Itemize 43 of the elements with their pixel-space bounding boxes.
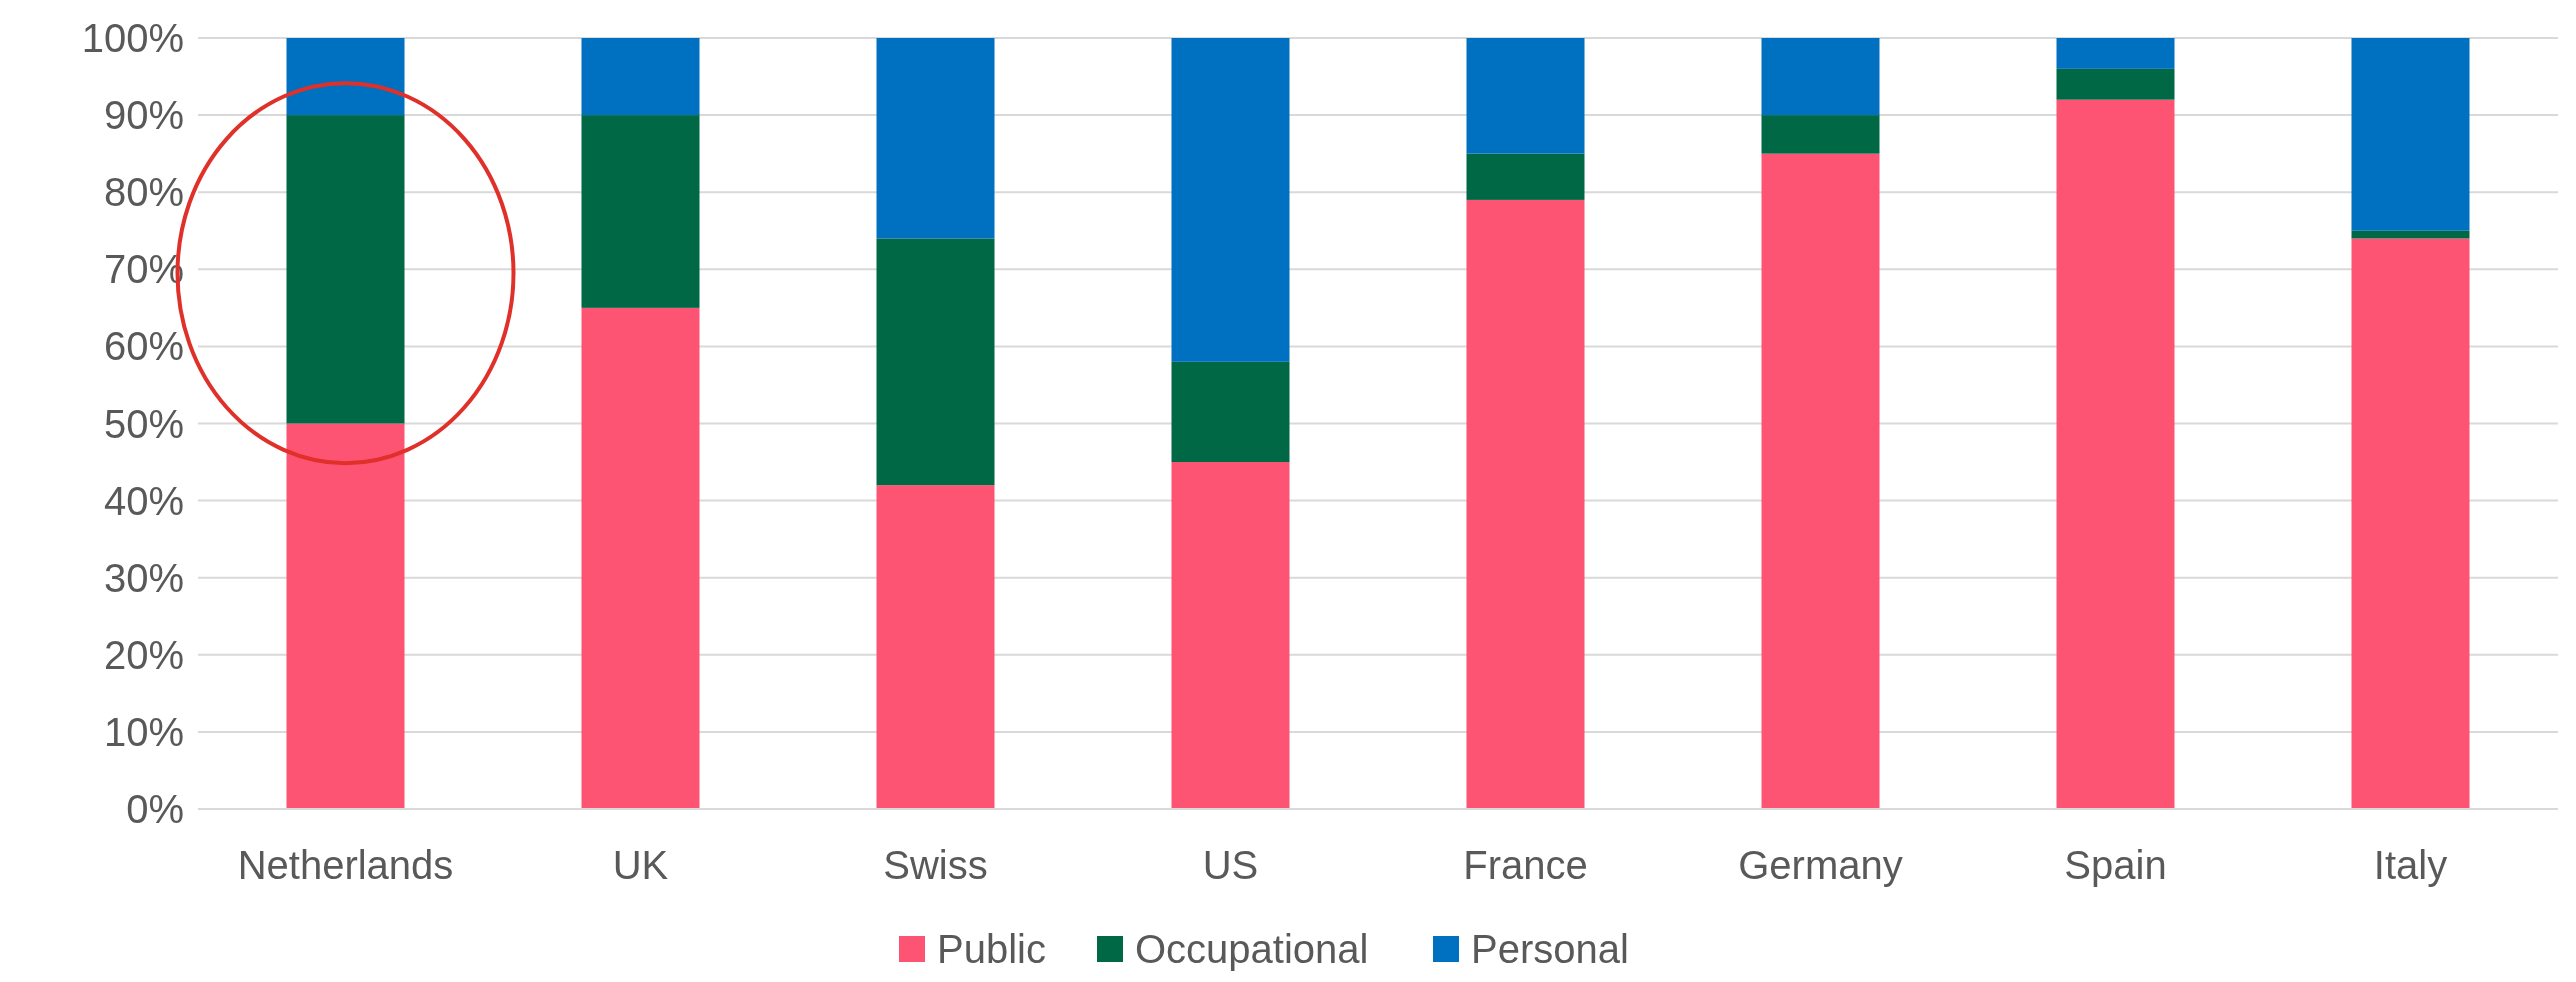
- bar: [2056, 99, 2175, 809]
- bar: [581, 115, 700, 308]
- bar: [1761, 38, 1880, 116]
- y-tick-label: 40%: [103, 478, 184, 523]
- bar: [1761, 115, 1880, 154]
- x-tick-label: Italy: [2373, 843, 2448, 887]
- y-tick-label: 90%: [103, 93, 184, 138]
- legend-label: Public: [937, 927, 1046, 971]
- legend-label: Personal: [1471, 927, 1629, 971]
- bar: [876, 485, 995, 809]
- bar: [2056, 38, 2175, 69]
- x-tick-label: Swiss: [883, 843, 988, 887]
- x-tick-label: UK: [612, 843, 669, 887]
- legend-label: Occupational: [1135, 927, 1369, 971]
- y-tick-label: 20%: [103, 632, 184, 677]
- bar: [876, 38, 995, 239]
- bar: [1761, 153, 1880, 809]
- bar: [1171, 361, 1290, 463]
- y-tick-label: 0%: [126, 787, 184, 831]
- y-tick-label: 50%: [103, 401, 184, 446]
- bar: [2056, 68, 2175, 100]
- y-tick-label: 30%: [103, 555, 184, 600]
- bar: [1466, 153, 1585, 200]
- y-tick-label: 80%: [103, 170, 184, 215]
- bar: [1171, 38, 1290, 362]
- bar: [1466, 199, 1585, 809]
- x-tick-label: France: [1463, 843, 1588, 887]
- bar: [581, 307, 700, 809]
- y-tick-label: 100%: [81, 16, 184, 60]
- x-tick-label: Germany: [1738, 843, 1903, 887]
- y-tick-label: 10%: [103, 709, 184, 754]
- x-tick-label: Netherlands: [237, 843, 454, 887]
- bar: [1171, 462, 1290, 809]
- bar: [1466, 38, 1585, 154]
- y-tick-label: 60%: [103, 324, 184, 369]
- bar: [581, 38, 700, 116]
- bar: [876, 238, 995, 486]
- bar: [2351, 238, 2470, 809]
- bar: [286, 38, 405, 116]
- bar: [2351, 230, 2470, 239]
- bar: [2351, 38, 2470, 231]
- x-tick-label: Spain: [2064, 843, 2167, 887]
- x-tick-label: US: [1202, 843, 1259, 887]
